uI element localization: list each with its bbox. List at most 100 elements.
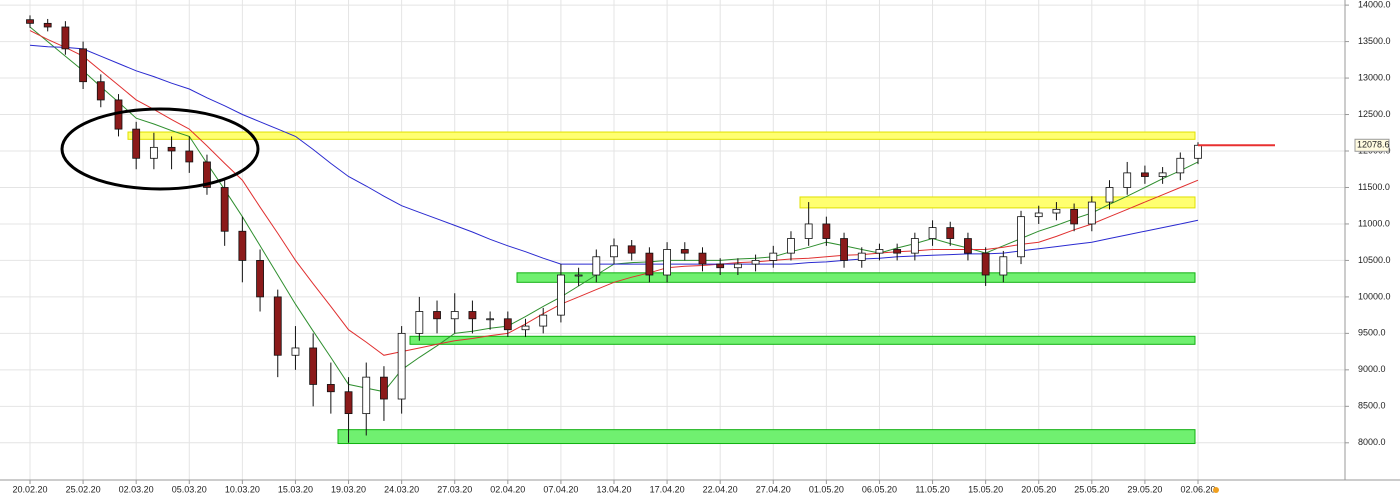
x-tick-label: 07.04.20 [543, 484, 578, 494]
x-tick-label: 15.05.20 [968, 484, 1003, 494]
axes: 8000.0 8500.0 9000.0 9500.0 10000.0 10500.0 11… [12, 0, 1390, 494]
x-tick-label: 25.05.20 [1074, 484, 1109, 494]
zone [516, 272, 1196, 283]
x-tick-label: 01.05.20 [809, 484, 844, 494]
x-tick-label: 02.04.20 [490, 484, 525, 494]
x-tick-label: 22.04.20 [703, 484, 738, 494]
candle-body [663, 249, 671, 276]
candle-body [185, 150, 194, 163]
candle-body [610, 245, 618, 258]
candle-body [326, 384, 335, 393]
candle-body [592, 256, 601, 276]
candle-body [857, 252, 866, 261]
candle-body [716, 263, 725, 269]
y-tick-label: 11000.0 [1358, 218, 1390, 228]
candle-body [273, 296, 282, 356]
x-tick-label: 17.04.20 [650, 484, 685, 494]
y-tick-label: 8500.0 [1358, 401, 1386, 411]
candles [26, 15, 1275, 443]
candle-body [733, 263, 742, 269]
candle-body [362, 376, 371, 415]
candle-body [627, 245, 636, 254]
candle-body [1105, 187, 1114, 203]
candle-body [132, 128, 141, 159]
x-tick-label: 06.05.20 [862, 484, 897, 494]
candle-body [521, 325, 530, 331]
x-tick-label: 11.05.20 [915, 484, 949, 494]
x-tick-label: 24.03.20 [384, 484, 419, 494]
candle-body [79, 48, 87, 83]
last-price-label: 12078.6 [1357, 140, 1390, 150]
y-tick-label: 13500.0 [1358, 36, 1391, 46]
candle-body [804, 223, 813, 239]
zone [409, 335, 1196, 345]
candle-body [574, 274, 583, 277]
moving-average [29, 30, 1199, 356]
candle-body [220, 187, 229, 232]
candle-body [26, 19, 34, 24]
candle-body [981, 252, 990, 276]
x-tick-label: 19.03.20 [331, 484, 366, 494]
y-tick-label: 10000.0 [1358, 291, 1391, 301]
y-tick-label: 9500.0 [1358, 328, 1386, 338]
x-tick-label: 02.03.20 [119, 484, 154, 494]
candle-body [433, 311, 441, 320]
candle-body [840, 238, 848, 261]
zone [799, 196, 1196, 209]
y-tick-label: 14000.0 [1358, 0, 1391, 9]
candle-body [822, 223, 831, 239]
candle-body [680, 249, 689, 254]
candle-body [910, 238, 919, 254]
y-tick-label: 11500.0 [1358, 182, 1390, 192]
candle-body [96, 81, 105, 101]
candle-body [1141, 172, 1149, 177]
last-price-box [1354, 138, 1390, 152]
candle-body [344, 391, 353, 415]
candle-body [999, 256, 1008, 276]
candle-body [1158, 172, 1167, 177]
candle-body [450, 311, 459, 320]
candle-body [1017, 216, 1025, 258]
candle-body [1123, 172, 1132, 188]
x-tick-label: 15.03.20 [278, 484, 313, 494]
candle-body [238, 230, 247, 261]
candle-body [309, 347, 318, 385]
candle-body [149, 146, 158, 159]
candle-body [503, 318, 512, 331]
live-icon [1213, 487, 1219, 493]
x-tick-label: 10.03.20 [225, 484, 260, 494]
y-tick-label: 10500.0 [1358, 255, 1391, 265]
candle-body [256, 260, 264, 298]
candle-body [751, 260, 760, 265]
candle-body [1194, 144, 1202, 159]
x-tick-label: 02.06.20 [1180, 484, 1215, 494]
candle-body [1034, 212, 1043, 218]
candle-body [964, 238, 972, 254]
candle-body [415, 311, 424, 334]
candle-body [468, 311, 477, 320]
x-tick-label: 27.03.20 [437, 484, 472, 494]
candle-body [61, 26, 70, 50]
zone [337, 429, 1196, 445]
candle-body [769, 252, 778, 261]
x-tick-label: 20.05.20 [1021, 484, 1056, 494]
x-tick-label: 27.04.20 [756, 484, 791, 494]
candle-body [1176, 157, 1185, 174]
x-tick-label: 05.03.20 [172, 484, 207, 494]
x-tick-label: 20.02.20 [12, 484, 47, 494]
zones [127, 131, 1196, 445]
candle-body [698, 252, 707, 265]
candle-body [1087, 201, 1096, 225]
candle-body [557, 274, 565, 316]
candle-body [787, 238, 795, 254]
candle-body [486, 318, 495, 321]
candle-body [539, 314, 548, 327]
candle-body [397, 332, 406, 400]
zone [127, 131, 1196, 140]
candle-body [43, 22, 52, 28]
x-tick-label: 25.02.20 [66, 484, 101, 494]
y-tick-label: 12500.0 [1358, 109, 1391, 119]
candle-body [928, 227, 937, 239]
